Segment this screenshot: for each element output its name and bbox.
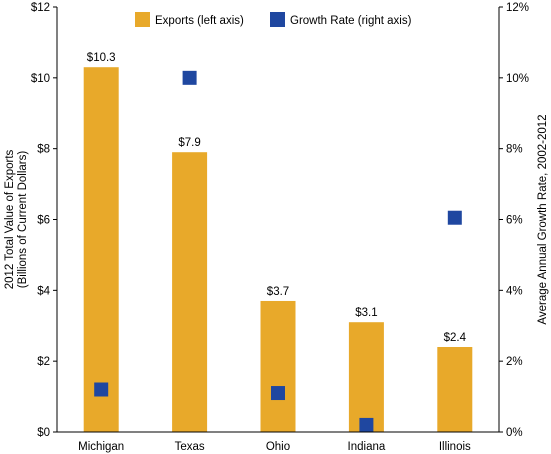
bar-ohio	[260, 300, 296, 432]
category-label-michigan: Michigan	[78, 441, 124, 453]
right-axis-ticks: 0% 2% 4% 6% 8% 10% 12%	[499, 2, 529, 439]
data-label-ohio: $3.7	[267, 286, 289, 298]
category-label-indiana: Indiana	[348, 441, 386, 453]
growth-marker-illinois	[447, 210, 462, 225]
left-tick-label: $12	[31, 2, 50, 14]
right-tick-label: 6%	[506, 215, 523, 227]
right-tick-label: 10%	[506, 73, 529, 85]
bar-series	[83, 67, 473, 433]
right-tick-label: 8%	[506, 144, 523, 156]
left-axis-title: 2012 Total Value of Exports(Billions of …	[4, 149, 29, 289]
bar-illinois	[437, 347, 473, 432]
left-tick-label: $10	[31, 73, 50, 85]
category-label-texas: Texas	[175, 441, 205, 453]
bar-michigan	[83, 67, 119, 432]
left-tick-label: $8	[37, 144, 50, 156]
legend-growth-swatch	[270, 12, 285, 27]
growth-marker-texas	[182, 70, 197, 85]
legend-exports-label: Exports (left axis)	[155, 15, 244, 27]
right-axis-title: Average Annual Growth Rate, 2002-2012	[537, 114, 549, 324]
legend: Exports (left axis) Growth Rate (right a…	[135, 12, 412, 27]
bar-indiana	[348, 322, 384, 432]
growth-marker-michigan	[94, 382, 109, 397]
left-tick-label: $4	[37, 285, 50, 297]
growth-markers	[94, 70, 462, 432]
data-label-illinois: $2.4	[444, 332, 467, 344]
right-tick-label: 4%	[506, 285, 523, 297]
data-label-michigan: $10.3	[87, 52, 116, 64]
bar-data-labels: $10.3 $7.9 $3.7 $3.1 $2.4	[87, 52, 467, 344]
data-label-indiana: $3.1	[355, 307, 377, 319]
legend-growth-label: Growth Rate (right axis)	[290, 15, 412, 27]
right-tick-label: 0%	[506, 427, 523, 439]
data-label-texas: $7.9	[178, 137, 200, 149]
growth-marker-ohio	[271, 386, 285, 401]
category-labels: Michigan Texas Ohio Indiana Illinois	[78, 441, 471, 453]
legend-exports-swatch	[135, 12, 150, 27]
left-axis-ticks: $0 $2 $4 $6 $8 $10 $12	[31, 2, 57, 439]
left-tick-label: $0	[37, 427, 50, 439]
right-tick-label: 12%	[506, 2, 529, 14]
right-tick-label: 2%	[506, 356, 523, 368]
left-tick-label: $6	[37, 215, 50, 227]
growth-marker-indiana	[359, 417, 374, 432]
bar-texas	[172, 152, 208, 433]
category-label-illinois: Illinois	[439, 441, 471, 453]
category-label-ohio: Ohio	[266, 441, 290, 453]
left-tick-label: $2	[37, 356, 50, 368]
